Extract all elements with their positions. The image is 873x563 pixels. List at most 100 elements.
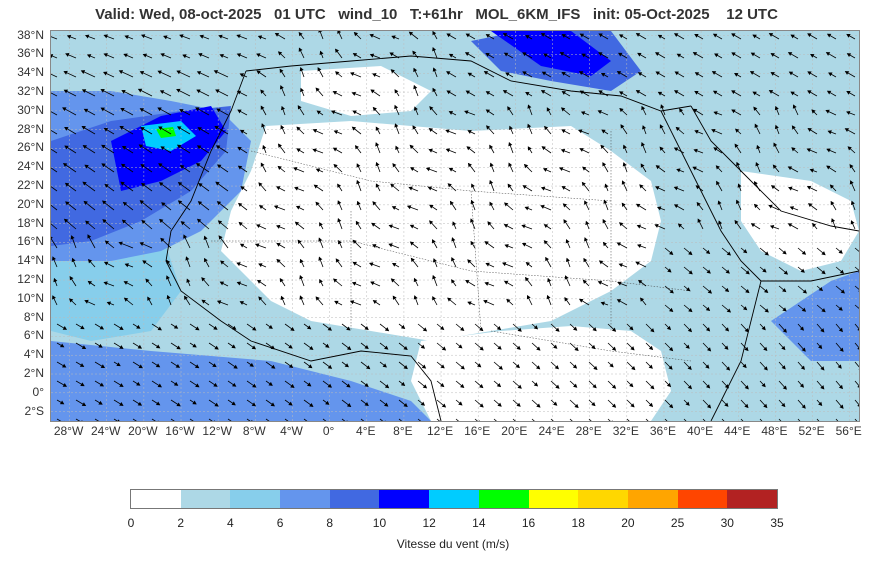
wind-arrow-head <box>139 71 145 75</box>
colorbar-segment <box>131 490 181 508</box>
wind-arrow-head <box>618 52 623 57</box>
wind-arrow-head <box>705 249 711 255</box>
wind-arrow-head <box>279 68 284 74</box>
wind-arrow-head <box>81 402 87 407</box>
wind-arrow-head <box>65 52 70 57</box>
wind-arrow-head <box>369 262 374 267</box>
wind-arrow-head <box>218 235 223 240</box>
wind-arrow-head <box>337 200 342 205</box>
wind-arrow-head <box>640 297 645 302</box>
wind-arrow-head <box>695 185 700 190</box>
wind-arrow-head <box>158 126 163 131</box>
wind-arrow-head <box>553 344 558 349</box>
wind-arrow-head <box>648 402 654 408</box>
wind-map[interactable] <box>50 30 860 422</box>
wind-arrow-head <box>857 385 859 388</box>
wind-arrow-head <box>118 70 124 74</box>
wind-arrow-head <box>484 281 489 286</box>
colorbar-tick-label: 20 <box>621 516 635 530</box>
wind-arrow-head <box>831 218 836 223</box>
wind-arrow <box>51 55 58 59</box>
wind-arrow-head <box>579 298 584 303</box>
lon-label: 8°W <box>242 424 266 438</box>
wind-arrow-head <box>666 382 672 388</box>
wind-arrow-head <box>375 183 380 188</box>
wind-arrow-head <box>390 69 395 74</box>
wind-arrow-head <box>593 365 598 371</box>
wind-arrow-head <box>562 203 568 208</box>
wind-arrow-head <box>611 346 617 351</box>
wind-arrow-head <box>195 163 201 167</box>
wind-arrow-head <box>260 89 265 94</box>
wind-arrow-head <box>839 347 844 352</box>
wind-arrow-head <box>818 344 823 349</box>
colorbar-segment <box>727 490 777 508</box>
wind-arrow-head <box>346 326 351 331</box>
wind-arrow-head <box>600 301 605 306</box>
wind-arrow-head <box>846 90 851 95</box>
wind-arrow-head <box>476 363 482 368</box>
wind-arrow-head <box>685 287 691 292</box>
lon-label: 20°E <box>501 424 528 438</box>
wind-arrow-head <box>742 249 748 254</box>
wind-arrow-head <box>392 295 397 300</box>
wind-arrow-head <box>712 90 718 95</box>
wind-arrow-head <box>121 145 127 150</box>
wind-arrow-head <box>279 85 284 90</box>
wind-arrow-head <box>251 402 257 407</box>
wind-arrow <box>474 418 478 421</box>
wind-arrow-head <box>257 35 263 40</box>
wind-arrow-head <box>413 106 418 111</box>
wind-arrow-head <box>516 345 521 350</box>
wind-arrow-head <box>675 126 680 131</box>
wind-arrow-head <box>806 148 811 153</box>
wind-arrow-head <box>84 299 89 304</box>
wind-arrow-head <box>618 34 624 39</box>
wind-arrow-head <box>184 295 188 300</box>
wind-arrow <box>683 418 687 421</box>
wind-arrow-head <box>846 110 851 115</box>
wind-arrow-head <box>216 108 221 113</box>
wind-arrow-head <box>219 53 224 58</box>
wind-arrow-head <box>429 220 434 225</box>
wind-arrow-head <box>483 299 488 304</box>
wind-arrow-head <box>600 72 606 77</box>
wind-arrow-head <box>219 281 225 286</box>
colorbar-tick-label: 35 <box>770 516 784 530</box>
wind-arrow-head <box>543 224 549 229</box>
wind-arrow-head <box>52 295 56 300</box>
wind-arrow-head <box>192 343 197 348</box>
wind-arrow-head <box>467 301 472 306</box>
wind-arrow-head <box>750 52 756 57</box>
wind-arrow-head <box>408 31 414 36</box>
wind-arrow <box>51 204 58 211</box>
wind-arrow-head <box>637 52 642 57</box>
colorbar-tick-label: 10 <box>372 516 387 530</box>
wind-arrow-head <box>166 275 170 280</box>
wind-arrow-head <box>558 167 564 172</box>
wind-arrow-head <box>774 105 779 111</box>
wind-arrow-head <box>325 343 330 348</box>
wind-arrow <box>854 285 859 290</box>
wind-arrow-head <box>561 129 566 134</box>
wind-arrow-head <box>331 110 336 115</box>
wind-arrow-head <box>103 127 109 132</box>
wind-arrow-head <box>334 300 339 305</box>
wind-arrow-head <box>573 383 578 388</box>
wind-arrow-head <box>451 279 456 284</box>
wind-arrow <box>51 167 58 173</box>
wind-arrow-head <box>830 200 835 206</box>
wind-arrow-head <box>100 364 106 369</box>
wind-arrow-head <box>369 53 375 58</box>
wind-arrow-head <box>370 89 375 94</box>
wind-arrow-head <box>141 219 146 225</box>
wind-arrow-head <box>659 146 664 151</box>
wind-arrow-head <box>159 218 164 224</box>
wind-arrow-head <box>213 325 218 330</box>
wind-arrow-head <box>810 54 815 58</box>
wind-arrow-head <box>294 186 299 191</box>
wind-arrow-head <box>821 308 826 313</box>
wind-arrow <box>227 418 232 421</box>
wind-arrow-head <box>787 52 793 56</box>
wind-arrow-head <box>64 145 69 150</box>
